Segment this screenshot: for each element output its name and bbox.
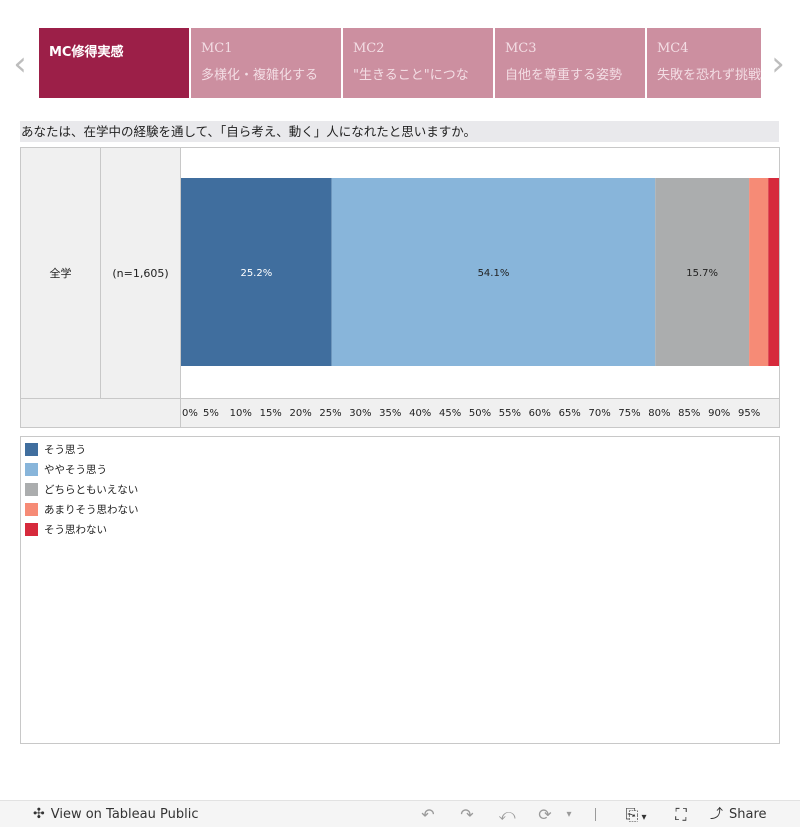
tab-mc3[interactable]: MC3 自他を尊重する姿勢 (495, 28, 645, 98)
x-tick-label: 10% (230, 408, 252, 419)
x-tick-label: 60% (529, 408, 551, 419)
tab-subtitle: 多様化・複雑化する (201, 68, 319, 83)
chevron-down-icon[interactable]: ▾ (566, 809, 572, 820)
x-tick-label: 35% (379, 408, 401, 419)
x-tick-label: 95% (738, 408, 760, 419)
x-tick-label: 5% (203, 408, 219, 419)
tab-code: MC3 (505, 41, 537, 56)
legend-label: そう思う (44, 443, 86, 456)
axis-corner-cell (21, 399, 181, 427)
legend-swatch (25, 522, 38, 536)
tableau-logo-icon: ✣ (33, 806, 45, 822)
share-button[interactable]: ⤴ Share (710, 801, 767, 828)
x-tick-label: 55% (499, 408, 521, 419)
tab-code: MC2 (353, 41, 385, 56)
download-icon[interactable]: ⎘ ▾ (625, 805, 647, 824)
share-label: Share (729, 807, 767, 822)
legend-item[interactable]: そう思わない (25, 521, 107, 537)
data-label-2: 54.1% (478, 268, 510, 279)
tab-subtitle: 自他を尊重する姿勢 (505, 68, 623, 83)
legend-item[interactable]: そう思う (25, 441, 86, 457)
bar-segment-2[interactable] (331, 178, 656, 366)
legend-label: そう思わない (44, 523, 107, 536)
x-tick-label: 25% (319, 408, 341, 419)
x-tick-label: 65% (559, 408, 581, 419)
legend-item[interactable]: ややそう思う (25, 461, 107, 477)
share-icon: ⤴ (710, 807, 724, 822)
question-title: あなたは、在学中の経験を通して、「自ら考え、動く」人になれたと思いますか。 (20, 121, 779, 142)
bar-segment-4[interactable] (749, 178, 769, 366)
x-tick-label: 15% (260, 408, 282, 419)
x-tick-label: 30% (349, 408, 371, 419)
x-tick-label: 20% (289, 408, 311, 419)
stacked-bar-chart: 全学 (n=1,605) 25.2% 54.1% 15.7% 0% 5% 10% 15% 20… (20, 147, 780, 428)
legend-swatch (25, 442, 38, 456)
x-tick-label: 45% (439, 408, 461, 419)
x-tick-label: 85% (678, 408, 700, 419)
undo-icon[interactable]: ↶ (421, 805, 435, 824)
toolbar-divider (595, 808, 596, 821)
legend-swatch (25, 462, 38, 476)
redo-icon[interactable]: ↷ (460, 805, 474, 824)
row-header-label: 全学 (21, 148, 101, 398)
data-label-3: 15.7% (686, 268, 718, 279)
tab-mc1[interactable]: MC1 多様化・複雑化する (191, 28, 341, 98)
legend-label: どちらともいえない (44, 483, 139, 496)
tab-mc4[interactable]: MC4 失敗を恐れず挑戦 (647, 28, 761, 98)
view-on-tableau-public-link[interactable]: ✣ View on Tableau Public (33, 801, 198, 828)
bar-segment-1[interactable] (181, 178, 332, 366)
tab-code: MC4 (657, 41, 689, 56)
x-axis-strip (21, 398, 779, 427)
x-tick-label: 80% (648, 408, 670, 419)
tab-subtitle: 失敗を恐れず挑戦 (657, 68, 761, 83)
tab-code: MC1 (201, 41, 233, 56)
x-tick-label: 90% (708, 408, 730, 419)
data-label-1: 25.2% (240, 268, 272, 279)
x-tick-label: 70% (588, 408, 610, 419)
tab-mc-overall[interactable]: MC修得実感 (39, 28, 189, 98)
tab-mc2[interactable]: MC2 "生きること"につな (343, 28, 493, 98)
revert-icon[interactable]: ⤺ (498, 805, 516, 824)
tabs-prev-arrow-icon[interactable]: ‹ (13, 44, 27, 84)
fullscreen-icon[interactable]: ⛶ (675, 805, 687, 824)
tabs-next-arrow-icon[interactable]: › (771, 44, 785, 84)
sample-size-label: (n=1,605) (101, 148, 181, 398)
legend-label: ややそう思う (44, 463, 107, 476)
refresh-icon[interactable]: ⟳ (538, 805, 552, 824)
x-tick-label: 40% (409, 408, 431, 419)
tab-subtitle: "生きること"につな (353, 68, 469, 83)
bar-segment-5[interactable] (768, 178, 779, 366)
tab-title: MC修得実感 (49, 45, 124, 60)
x-tick-label: 0% (182, 408, 198, 419)
bar-segment-3[interactable] (655, 178, 750, 366)
legend-label: あまりそう思わない (44, 503, 139, 516)
tableau-toolbar: ✣ View on Tableau Public ↶ ↷ ⤺ ⟳ ▾ ⎘ ▾ ⛶ … (0, 800, 800, 827)
chart-plot-area: 25.2% 54.1% 15.7% 0% 5% 10% 15% 20% 25% 30% 35% 40%… (181, 178, 779, 419)
legend: そう思うややそう思うどちらともいえない あまりそう思わない そう思わない (20, 436, 780, 744)
x-tick-label: 75% (618, 408, 640, 419)
legend-swatch (25, 482, 38, 496)
legend-swatch (25, 502, 38, 516)
legend-item[interactable]: どちらともいえない (25, 481, 138, 497)
view-link-label: View on Tableau Public (50, 807, 199, 822)
legend-item[interactable]: あまりそう思わない (25, 501, 139, 517)
x-tick-label: 50% (469, 408, 491, 419)
